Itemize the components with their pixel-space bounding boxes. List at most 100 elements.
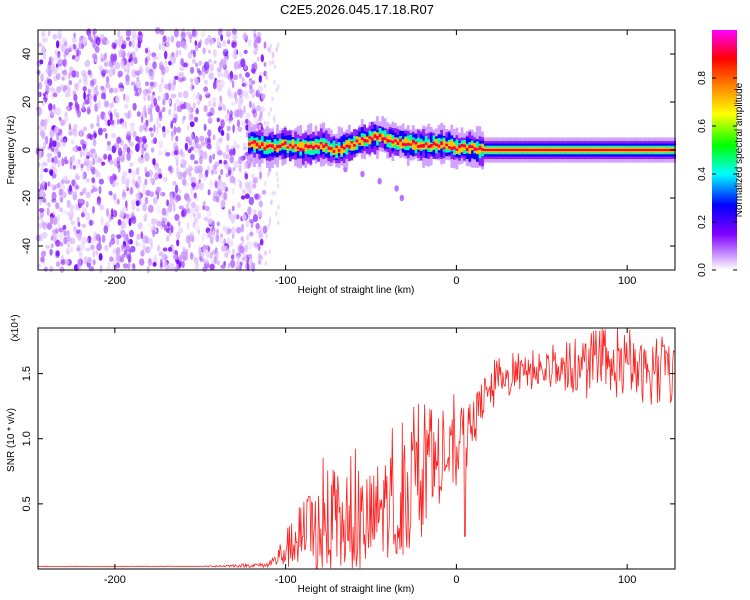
heatmap-noise-cell <box>62 70 68 76</box>
heatmap-noise-cell <box>81 223 87 229</box>
heatmap-noise-cell <box>252 214 259 223</box>
heatmap-noise-cell <box>111 132 116 139</box>
heatmap-noise-cell <box>211 97 217 103</box>
heatmap-ridge-cell <box>640 148 643 152</box>
heatmap-ridge-cell <box>632 148 635 152</box>
heatmap-noise-cell <box>116 160 121 169</box>
heatmap-noise-cell <box>254 242 259 249</box>
heatmap-noise-cell <box>207 129 212 137</box>
heatmap-noise-cell <box>79 78 82 83</box>
heatmap-noise-cell <box>109 87 114 94</box>
heatmap-noise-cell <box>66 230 70 237</box>
heatmap-noise-cell <box>276 183 280 189</box>
heatmap-noise-cell <box>182 76 187 82</box>
heatmap-ridge-cell <box>522 148 525 152</box>
heatmap-ridge-cell <box>460 145 464 153</box>
heatmap-noise-cell <box>54 49 58 56</box>
heatmap-noise-cell <box>165 152 171 157</box>
heatmap-ridge-cell <box>609 148 612 152</box>
heatmap-noise-cell <box>99 264 103 273</box>
colorbar-tick-label: 0.8 <box>697 71 708 85</box>
heatmap-ridge-cell <box>599 148 602 152</box>
heatmap-ridge-cell <box>273 147 277 151</box>
heatmap-noise-cell <box>252 88 255 93</box>
heatmap-noise-cell <box>147 169 153 178</box>
heatmap-noise-cell <box>162 125 166 133</box>
heatmap-noise-cell <box>167 246 173 252</box>
heatmap-noise-cell <box>227 262 231 269</box>
heatmap-ridge-cell <box>455 148 459 151</box>
heatmap-noise-cell <box>40 30 46 38</box>
heatmap-noise-cell <box>52 140 57 148</box>
heatmap-noise-cell <box>212 153 216 160</box>
heatmap-ridge-cell <box>478 146 482 154</box>
heatmap-noise-cell <box>277 42 280 48</box>
heatmap-noise-cell <box>52 216 58 225</box>
heatmap-noise-cell <box>95 90 99 96</box>
heatmap-noise-cell <box>110 238 116 245</box>
heatmap-noise-cell <box>167 99 172 104</box>
heatmap-noise-cell <box>47 157 51 163</box>
heatmap-noise-cell <box>258 230 263 239</box>
heatmap-noise-cell <box>121 150 126 157</box>
heatmap-ridge-cell <box>248 142 251 146</box>
heatmap-noise-cell <box>118 49 123 58</box>
heatmap-noise-cell <box>138 31 142 37</box>
heatmap-noise-cell <box>105 40 110 45</box>
heatmap-noise-cell <box>222 49 226 56</box>
heatmap-noise-cell <box>220 34 224 42</box>
heatmap-noise-cell <box>121 60 125 69</box>
heatmap-noise-cell <box>113 210 116 216</box>
heatmap-noise-cell <box>106 145 113 151</box>
heatmap-noise-cell <box>266 120 269 126</box>
heatmap-ridge-cell <box>606 148 610 152</box>
heatmap-noise-cell <box>77 233 82 241</box>
heatmap-noise-cell <box>271 52 274 58</box>
heatmap-noise-cell <box>41 45 46 54</box>
heatmap-noise-cell <box>41 100 46 107</box>
heatmap-noise-cell <box>242 32 247 40</box>
heatmap-noise-cell <box>265 233 268 239</box>
heatmap-noise-cell <box>145 189 151 197</box>
heatmap-noise-cell <box>46 207 50 216</box>
heatmap-noise-cell <box>182 171 187 179</box>
heatmap-noise-cell <box>268 216 272 222</box>
heatmap-noise-cell <box>131 216 137 224</box>
heatmap-noise-cell <box>166 128 171 135</box>
heatmap-noise-cell <box>175 50 179 58</box>
heatmap-noise-cell <box>233 212 238 219</box>
heatmap-noise-cell <box>270 200 273 206</box>
heatmap-noise-cell <box>110 101 115 108</box>
heatmap-noise-cell <box>268 47 271 53</box>
heatmap-noise-cell <box>257 210 263 218</box>
heatmap-noise-cell <box>208 179 214 189</box>
heatmap-ridge-cell <box>263 147 267 151</box>
heatmap-noise-cell <box>129 122 135 127</box>
heatmap-noise-cell <box>198 70 203 76</box>
heatmap-noise-cell <box>175 197 179 203</box>
heatmap-ridge-cell <box>419 144 423 148</box>
heatmap-noise-cell <box>74 83 78 90</box>
heatmap-noise-cell <box>91 85 95 94</box>
heatmap-noise-cell <box>87 33 92 41</box>
heatmap-noise-cell <box>133 33 138 38</box>
heatmap-noise-cell <box>167 206 173 213</box>
heatmap-noise-cell <box>227 87 232 94</box>
heatmap-noise-cell <box>71 55 76 60</box>
heatmap-noise-cell <box>220 233 224 238</box>
heatmap-ridge-cell <box>301 148 305 152</box>
heatmap-noise-cell <box>99 65 103 72</box>
heatmap-noise-cell <box>206 209 212 217</box>
heatmap-ridge-cell <box>335 145 338 149</box>
heatmap-noise-cell <box>57 159 61 168</box>
heatmap-noise-cell <box>241 120 246 128</box>
heatmap-noise-cell <box>230 254 235 260</box>
heatmap-noise-cell <box>275 87 278 93</box>
heatmap-noise-cell <box>184 248 189 255</box>
heatmap-noise-cell <box>207 58 212 64</box>
heatmap-noise-cell <box>96 196 101 205</box>
heatmap-noise-cell <box>195 107 199 115</box>
heatmap-noise-cell <box>220 168 224 176</box>
heatmap-noise-cell <box>169 197 175 206</box>
heatmap-ridge-cell <box>442 139 446 147</box>
